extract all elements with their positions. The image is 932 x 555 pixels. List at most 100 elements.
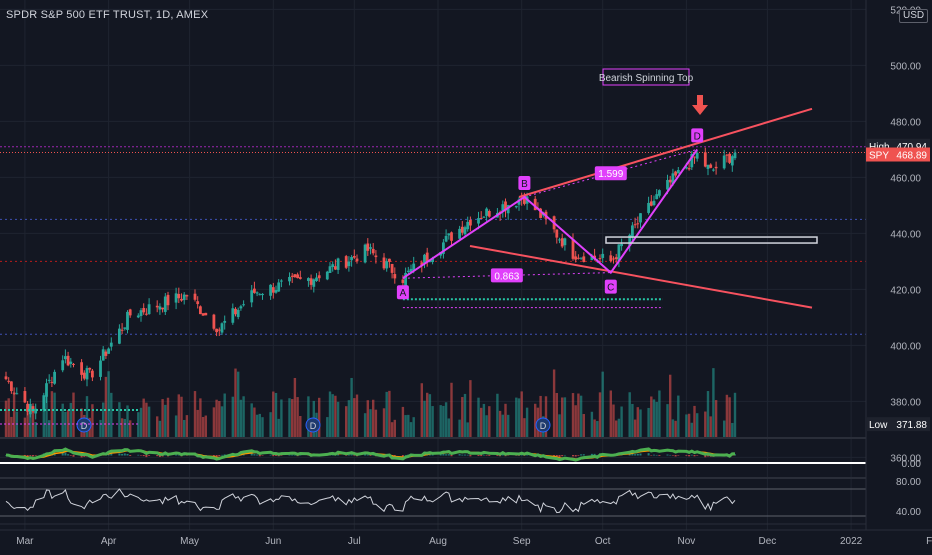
macd-histogram-bar xyxy=(445,454,448,456)
time-tick-label: Jul xyxy=(348,536,361,547)
macd-histogram-bar xyxy=(253,454,256,456)
volume-bar xyxy=(577,393,580,438)
volume-bar xyxy=(345,406,348,438)
candle-body xyxy=(10,381,13,392)
volume-bar xyxy=(53,392,56,438)
macd-histogram-bar xyxy=(275,455,277,456)
macd-histogram-bar xyxy=(693,455,696,457)
volume-bar xyxy=(696,413,699,438)
volume-bar xyxy=(261,417,264,438)
volume-bar xyxy=(237,371,240,438)
candle-body xyxy=(350,256,353,261)
macd-histogram-bar xyxy=(480,455,483,457)
macd-histogram-bar xyxy=(293,454,296,456)
candle-body xyxy=(234,308,237,315)
macd-histogram-bar xyxy=(353,455,356,456)
macd-tick-label: 0.00 xyxy=(902,459,922,470)
macd-histogram-bar xyxy=(650,455,653,456)
volume-bar xyxy=(277,418,280,438)
last-price-badge-label-bg xyxy=(866,147,893,162)
macd-histogram-bar xyxy=(447,454,450,456)
volume-bar xyxy=(507,414,510,438)
volume-bar xyxy=(147,406,151,438)
volume-bar xyxy=(428,394,432,438)
volume-bar xyxy=(539,395,542,438)
macd-histogram-bar xyxy=(345,455,348,456)
candle-body xyxy=(458,228,461,239)
volume-bar xyxy=(412,417,415,438)
macd-histogram-bar xyxy=(466,454,469,456)
macd-histogram-bar xyxy=(669,454,672,456)
volume-bar xyxy=(658,390,661,438)
volume-bar xyxy=(466,422,469,438)
macd-histogram-bar xyxy=(469,455,472,457)
volume-bar xyxy=(488,406,491,438)
time-tick-label: Oct xyxy=(595,536,611,547)
candle-body xyxy=(363,244,367,263)
high-badge-label: High xyxy=(869,142,890,153)
volume-bar xyxy=(714,400,718,438)
candle-body xyxy=(460,226,464,233)
volume-bar xyxy=(318,397,321,438)
macd-histogram-bar xyxy=(175,454,178,456)
candle-body xyxy=(590,255,594,261)
macd-histogram-bar xyxy=(145,455,148,458)
volume-bar xyxy=(704,411,707,438)
macd-histogram-bar xyxy=(369,455,372,456)
volume-bar xyxy=(469,380,472,438)
candle-body xyxy=(463,227,467,235)
macd-histogram-bar xyxy=(501,454,504,456)
volume-bar xyxy=(504,403,507,438)
candle-body xyxy=(223,320,227,323)
volume-bar xyxy=(615,420,618,438)
high-badge-value: 470.94 xyxy=(896,142,927,153)
macd-histogram-bar xyxy=(596,454,599,456)
candle-body xyxy=(709,164,713,168)
candle-body xyxy=(250,290,254,303)
macd-histogram-bar xyxy=(482,454,485,456)
price-tick-label: 440.00 xyxy=(890,229,921,240)
time-axis-bg xyxy=(0,530,932,550)
macd-histogram-bar xyxy=(496,455,499,456)
candle-body xyxy=(69,361,73,364)
trendlines xyxy=(469,107,813,309)
time-axis: Mar Apr May Jun Jul Aug Sep Oct Nov Dec 2022 Feb xyxy=(0,529,932,550)
candle-body xyxy=(482,216,486,218)
volume-bar xyxy=(69,402,72,438)
symbol-title[interactable]: SPDR S&P 500 ETF TRUST, 1D, AMEX xyxy=(6,9,209,21)
macd-histogram-bar xyxy=(464,454,466,456)
volume-bar xyxy=(372,399,375,438)
candle-body xyxy=(269,284,272,296)
volume-bar xyxy=(293,377,297,438)
last-price-badge-label: SPY xyxy=(869,151,889,162)
volume-bar xyxy=(331,394,334,438)
dividend-marker-label: D xyxy=(540,421,547,431)
candle-body xyxy=(690,153,694,168)
macd-histogram-bar xyxy=(696,455,699,456)
candle-body xyxy=(328,266,332,273)
volume-bar xyxy=(174,415,178,438)
currency-label[interactable]: USD xyxy=(899,9,929,23)
volume-bar xyxy=(525,407,529,438)
candle-body xyxy=(158,306,162,310)
volume-bar xyxy=(307,396,310,438)
down-arrow-icon xyxy=(692,95,708,115)
volume-bar xyxy=(650,396,653,438)
volume-bar xyxy=(582,414,585,438)
candle-body xyxy=(309,278,313,285)
volume-bar xyxy=(220,406,224,438)
candle-body xyxy=(99,360,102,377)
candle-body xyxy=(217,329,221,331)
volume-bar xyxy=(461,397,464,438)
macd-histogram-bar xyxy=(215,455,218,458)
candle-body xyxy=(676,169,680,174)
candle-body xyxy=(533,198,537,211)
candle-body xyxy=(730,156,734,166)
candle-body xyxy=(296,274,299,279)
last-price-badge-value: 468.89 xyxy=(896,151,927,162)
candle-body xyxy=(274,290,278,293)
macd-histogram-bar xyxy=(707,455,709,457)
volume-bar xyxy=(463,393,467,438)
